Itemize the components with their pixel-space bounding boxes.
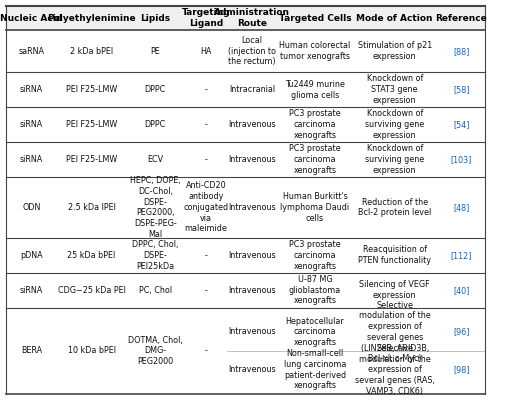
Text: Knockdown of
surviving gene
expression: Knockdown of surviving gene expression [365, 144, 425, 175]
Text: siRNA: siRNA [20, 120, 43, 129]
Text: 2 kDa bPEI: 2 kDa bPEI [70, 47, 113, 56]
Text: PC3 prostate
carcinoma
xenografts: PC3 prostate carcinoma xenografts [289, 240, 341, 270]
Text: PE: PE [151, 47, 160, 56]
Text: 10 kDa bPEI: 10 kDa bPEI [68, 346, 115, 355]
Text: ODN: ODN [22, 203, 40, 212]
Text: Hepatocellular
carcinoma
xenografts: Hepatocellular carcinoma xenografts [286, 317, 344, 347]
Text: 25 kDa bPEI: 25 kDa bPEI [68, 251, 115, 260]
Text: Reference: Reference [435, 14, 487, 23]
Text: Reacquisition of
PTEN functionality: Reacquisition of PTEN functionality [358, 245, 431, 265]
Text: Intravenous: Intravenous [228, 120, 276, 129]
Text: Mode of Action: Mode of Action [356, 14, 433, 23]
Text: Intracranial: Intracranial [229, 85, 275, 94]
Text: BERA: BERA [21, 346, 42, 355]
Text: [98]: [98] [453, 365, 470, 374]
Text: Local
(injection to
the rectum): Local (injection to the rectum) [228, 36, 276, 66]
Text: Intravenous: Intravenous [228, 365, 276, 374]
Text: PC3 prostate
carcinoma
xenografts: PC3 prostate carcinoma xenografts [289, 144, 341, 175]
Text: Intravenous: Intravenous [228, 327, 276, 336]
Text: ECV: ECV [147, 155, 163, 164]
Text: PEI F25-LMW: PEI F25-LMW [66, 155, 117, 164]
Text: Intravenous: Intravenous [228, 286, 276, 295]
Text: Silencing of VEGF
expression: Silencing of VEGF expression [360, 280, 430, 300]
Text: Polyethylenimine: Polyethylenimine [47, 14, 136, 23]
Text: siRNA: siRNA [20, 286, 43, 295]
Text: PC3 prostate
carcinoma
xenografts: PC3 prostate carcinoma xenografts [289, 110, 341, 140]
Text: DPPC, Chol,
DSPE-
PEI25kDa: DPPC, Chol, DSPE- PEI25kDa [132, 240, 179, 270]
Text: PEI F25-LMW: PEI F25-LMW [66, 120, 117, 129]
Text: Administration
Route: Administration Route [214, 8, 290, 28]
Text: DPPC: DPPC [145, 85, 166, 94]
Text: HA: HA [200, 47, 212, 56]
Text: [103]: [103] [451, 155, 472, 164]
Text: -: - [204, 286, 207, 295]
Text: U-87 MG
glioblastoma
xenografts: U-87 MG glioblastoma xenografts [289, 275, 341, 306]
Text: -: - [204, 251, 207, 260]
Text: Selective
modulation of the
expression of
several genes (RAS,
VAMP3, CDK6): Selective modulation of the expression o… [355, 344, 435, 396]
Text: Tu2449 murine
glioma cells: Tu2449 murine glioma cells [285, 80, 345, 100]
Text: Knockdown of
surviving gene
expression: Knockdown of surviving gene expression [365, 110, 425, 140]
Text: PEI F25-LMW: PEI F25-LMW [66, 85, 117, 94]
Text: Human colorectal
tumor xenografts: Human colorectal tumor xenografts [279, 41, 351, 61]
Text: Stimulation of p21
expression: Stimulation of p21 expression [358, 41, 432, 61]
Text: Non-small-cell
lung carcinoma
patient-derived
xenografts: Non-small-cell lung carcinoma patient-de… [284, 349, 346, 390]
Text: CDG−25 kDa PEI: CDG−25 kDa PEI [57, 286, 126, 295]
Text: [96]: [96] [453, 327, 470, 336]
Text: DOTMA, Chol,
DMG-
PEG2000: DOTMA, Chol, DMG- PEG2000 [128, 336, 182, 366]
Text: [40]: [40] [453, 286, 469, 295]
Text: Nucleic Acid: Nucleic Acid [0, 14, 63, 23]
Text: saRNA: saRNA [19, 47, 44, 56]
Bar [6, 6, 485, 30]
Text: [58]: [58] [453, 85, 470, 94]
Text: Selective
modulation of the
expression of
several genes
(LIN28B, ARID3B,
Bcl-xl,: Selective modulation of the expression o… [359, 300, 430, 363]
Text: [54]: [54] [453, 120, 470, 129]
Text: Intravenous: Intravenous [228, 155, 276, 164]
Text: Targeted Cells: Targeted Cells [279, 14, 351, 23]
Text: Intravenous: Intravenous [228, 203, 276, 212]
Text: -: - [204, 85, 207, 94]
Text: -: - [204, 120, 207, 129]
Text: PC, Chol: PC, Chol [139, 286, 172, 295]
Text: Lipids: Lipids [140, 14, 170, 23]
Text: Intravenous: Intravenous [228, 251, 276, 260]
Text: [88]: [88] [453, 47, 469, 56]
Text: Targeting
Ligand: Targeting Ligand [181, 8, 230, 28]
Text: siRNA: siRNA [20, 85, 43, 94]
Text: Human Burkitt's
lymphoma Daudi
cells: Human Burkitt's lymphoma Daudi cells [280, 192, 350, 223]
Text: [112]: [112] [451, 251, 472, 260]
Text: -: - [204, 346, 207, 355]
Text: HEPC, DOPE,
DC-Chol,
DSPE-
PEG2000,
DSPE-PEG-
Mal: HEPC, DOPE, DC-Chol, DSPE- PEG2000, DSPE… [130, 176, 181, 239]
Text: siRNA: siRNA [20, 155, 43, 164]
Text: -: - [204, 155, 207, 164]
Text: Reduction of the
Bcl-2 protein level: Reduction of the Bcl-2 protein level [358, 198, 431, 217]
Text: 2.5 kDa lPEI: 2.5 kDa lPEI [68, 203, 115, 212]
Text: Anti-CD20
antibody
conjugated
via
maleimide: Anti-CD20 antibody conjugated via maleim… [184, 182, 228, 234]
Text: [48]: [48] [453, 203, 469, 212]
Text: Knockdown of
STAT3 gene
expression: Knockdown of STAT3 gene expression [367, 74, 423, 105]
Text: DPPC: DPPC [145, 120, 166, 129]
Text: pDNA: pDNA [20, 251, 43, 260]
